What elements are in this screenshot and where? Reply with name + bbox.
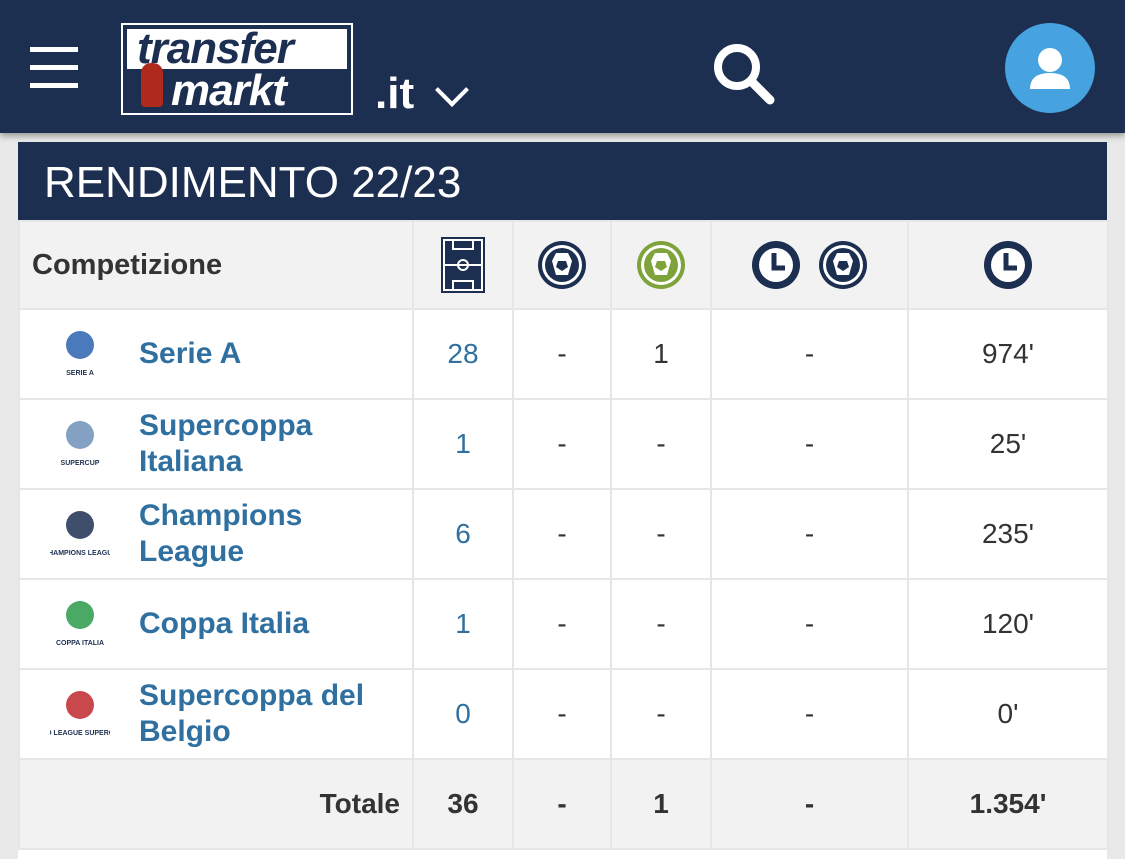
user-icon [1030,48,1070,89]
table-row: SUPERCUP Supercoppa Italiana 1 - - - 25' [18,398,1109,490]
minutes-per-goal-value: - [710,488,909,580]
competition-name-link[interactable]: Supercoppa del Belgio [139,668,414,760]
performance-table: Competizione SERIE A Serie A 28 - 1 - 97… [18,220,1109,850]
competition-name-link[interactable]: Supercoppa Italiana [139,398,414,490]
total-minutes-per-goal: - [710,758,909,850]
total-label: Totale [18,758,414,850]
header-competition: Competizione [18,220,414,310]
competition-logo-icon: COPPA ITALIA [55,600,104,647]
goals-value: - [512,488,612,580]
competition-logo-icon: SUPERCUP [60,420,99,467]
svg-text:SERIE A: SERIE A [66,370,94,377]
svg-text:PRO LEAGUE SUPERCUP: PRO LEAGUE SUPERCUP [50,730,110,737]
svg-text:COPPA ITALIA: COPPA ITALIA [55,640,103,647]
competition-logo[interactable]: SUPERCUP [18,398,139,490]
minutes-value: 974' [907,308,1109,400]
clock-icon [984,241,1032,289]
goals-value: - [512,668,612,760]
minutes-per-goal-value: - [710,578,909,670]
competition-logo-icon: PRO LEAGUE SUPERCUP [36,690,123,737]
minutes-value: 235' [907,488,1109,580]
total-assists: 1 [610,758,712,850]
total-minutes: 1.354' [907,758,1109,850]
menu-icon[interactable] [30,47,78,89]
competition-logo-icon: CHAMPIONS LEAGUE [43,510,117,557]
goals-value: - [512,308,612,400]
header-assists [610,220,712,310]
pitch-icon [441,237,485,293]
appearances-link[interactable]: 1 [412,398,514,490]
assists-value: - [610,578,712,670]
minutes-value: 0' [907,668,1109,760]
total-goals: - [512,758,612,850]
clock-icon [751,241,800,289]
competition-logo[interactable]: PRO LEAGUE SUPERCUP [18,668,139,760]
chevron-down-icon[interactable] [435,73,469,107]
assists-value: - [610,398,712,490]
svg-text:SUPERCUP: SUPERCUP [60,460,99,467]
competition-name-link[interactable]: Coppa Italia [139,578,414,670]
assists-value: 1 [610,308,712,400]
minutes-value: 25' [907,398,1109,490]
player-figure-icon [141,63,163,107]
ball-icon [819,241,868,289]
ball-icon [538,241,586,289]
competition-logo[interactable]: COPPA ITALIA [18,578,139,670]
domain-selector[interactable]: .it [375,69,415,118]
table-row: CHAMPIONS LEAGUE Champions League 6 - - … [18,488,1109,580]
search-icon[interactable] [710,40,776,106]
minutes-per-goal-value: - [710,398,909,490]
assists-value: - [610,668,712,760]
goals-value: - [512,578,612,670]
competition-logo[interactable]: SERIE A [18,308,139,400]
appearances-link[interactable]: 28 [412,308,514,400]
competition-name-link[interactable]: Serie A [139,308,414,400]
assists-value: - [610,488,712,580]
header-minutes [907,220,1109,310]
competition-logo-icon: SERIE A [65,330,94,377]
total-appearances: 36 [412,758,514,850]
appearances-link[interactable]: 6 [412,488,514,580]
transfermarkt-logo[interactable]: transfer markt [121,23,353,115]
table-row: SERIE A Serie A 28 - 1 - 974' [18,308,1109,400]
assist-ball-icon [637,241,685,289]
appearances-link[interactable]: 1 [412,578,514,670]
minutes-per-goal-value: - [710,308,909,400]
user-avatar-button[interactable] [1005,23,1095,113]
goals-value: - [512,398,612,490]
header-appearances [412,220,514,310]
appearances-link[interactable]: 0 [412,668,514,760]
header-minutes-per-goal [710,220,909,310]
performance-card: RENDIMENTO 22/23 Competizione SERIE A Se… [18,142,1109,859]
logo-text-bottom: markt [171,66,287,115]
logo-text-top: transfer [127,27,347,71]
table-row: COPPA ITALIA Coppa Italia 1 - - - 120' [18,578,1109,670]
top-header: transfer markt .it [0,0,1125,133]
competition-logo[interactable]: CHAMPIONS LEAGUE [18,488,139,580]
minutes-per-goal-value: - [710,668,909,760]
competition-name-link[interactable]: Champions League [139,488,414,580]
minutes-value: 120' [907,578,1109,670]
section-title: RENDIMENTO 22/23 [18,142,1107,220]
svg-text:CHAMPIONS LEAGUE: CHAMPIONS LEAGUE [50,550,110,557]
table-row: PRO LEAGUE SUPERCUP Supercoppa del Belgi… [18,668,1109,760]
header-goals [512,220,612,310]
total-row: Totale 36 - 1 - 1.354' [18,758,1109,850]
